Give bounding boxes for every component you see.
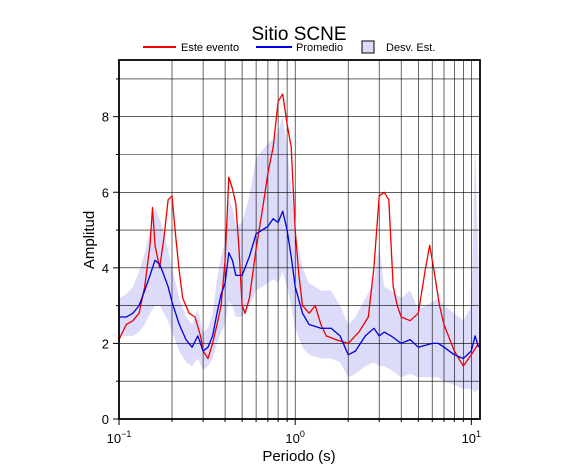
plot-area <box>118 60 480 419</box>
legend-label-desv-est: Desv. Est. <box>386 42 435 54</box>
y-tick-label: 4 <box>102 261 109 276</box>
std-dev-band <box>119 116 479 393</box>
axes: 0 2 4 6 8 10−1 100 101 <box>102 59 481 446</box>
y-tick-label: 2 <box>102 336 109 351</box>
legend-swatch-desv-est <box>361 40 375 54</box>
x-tick-label: 100 <box>285 429 304 446</box>
series-line-1 <box>119 210 480 360</box>
x-axis-title: Periodo (s) <box>262 448 335 465</box>
legend: Este evento Promedio Desv. Est. <box>143 40 435 54</box>
legend-label-este-evento: Este evento <box>181 42 239 54</box>
legend-label-promedio: Promedio <box>296 42 343 54</box>
y-tick-label: 6 <box>102 185 109 200</box>
chart-title: Sitio SCNE <box>251 24 346 45</box>
y-axis-title: Amplitud <box>81 211 98 269</box>
x-tick-label: 10−1 <box>107 429 132 446</box>
series-line-0 <box>118 93 480 367</box>
axis-frame <box>118 59 481 420</box>
y-tick-label: 8 <box>102 110 109 125</box>
x-tick-label: 101 <box>462 429 481 446</box>
y-tick-label: 0 <box>102 412 109 427</box>
